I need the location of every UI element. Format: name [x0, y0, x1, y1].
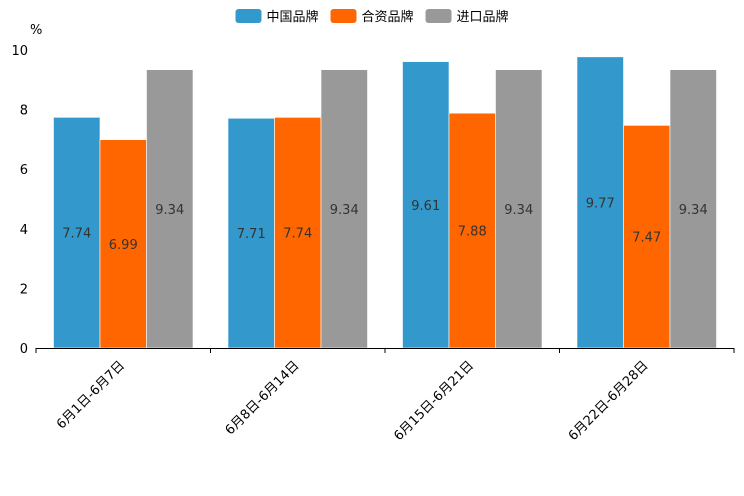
bar — [227, 117, 275, 349]
bar — [53, 117, 101, 349]
bar-value-label: 9.61 — [411, 199, 440, 214]
bar-value-label: 7.47 — [632, 231, 661, 246]
x-tick-label: 6月15日-6月21日 — [391, 358, 477, 444]
x-tick-label: 6月8日-6月14日 — [223, 358, 303, 438]
legend-swatch — [425, 9, 452, 23]
legend: 中国品牌 合资品牌 进口品牌 — [235, 9, 509, 25]
y-axis: 0 2 4 6 8 10 — [11, 44, 28, 357]
y-tick-label: 10 — [11, 44, 28, 59]
y-tick-label: 8 — [20, 104, 28, 119]
bar — [669, 69, 717, 349]
bar-value-label: 9.34 — [504, 203, 533, 218]
bar — [274, 117, 322, 349]
legend-swatch — [330, 9, 357, 23]
bar-value-label: 7.74 — [62, 227, 91, 242]
bar — [320, 69, 368, 349]
bar-value-label: 7.71 — [237, 227, 266, 242]
bar — [576, 56, 624, 349]
bar-value-label: 9.34 — [330, 203, 359, 218]
y-tick-label: 6 — [20, 163, 28, 178]
bar — [146, 69, 194, 349]
bar-value-label: 7.74 — [283, 227, 312, 242]
bar-value-label: 9.77 — [586, 196, 615, 211]
bars: 7.74 6.99 9.34 7.71 7.74 9.34 9.61 7.88 9.34 9.77… — [53, 56, 717, 349]
bar — [99, 139, 147, 349]
legend-swatch — [235, 9, 262, 23]
bar — [448, 112, 496, 349]
bar-value-label: 6.99 — [109, 238, 138, 253]
bar-value-label: 7.88 — [458, 225, 487, 240]
y-tick-label: 4 — [20, 223, 28, 238]
x-tick-label: 6月1日-6月7日 — [54, 358, 128, 432]
y-unit-label: % — [30, 23, 42, 38]
y-tick-label: 2 — [20, 282, 28, 297]
legend-label: 合资品牌 — [362, 9, 414, 25]
bar-value-label: 9.34 — [679, 203, 708, 218]
legend-label: 进口品牌 — [457, 9, 509, 25]
y-tick-label: 0 — [20, 342, 28, 357]
legend-label: 中国品牌 — [267, 9, 319, 25]
bar-value-label: 9.34 — [155, 203, 184, 218]
x-axis: 6月1日-6月7日 6月8日-6月14日 6月15日-6月21日 6月22日-6月28… — [35, 348, 735, 444]
x-tick-label: 6月22日-6月28日 — [566, 358, 652, 444]
